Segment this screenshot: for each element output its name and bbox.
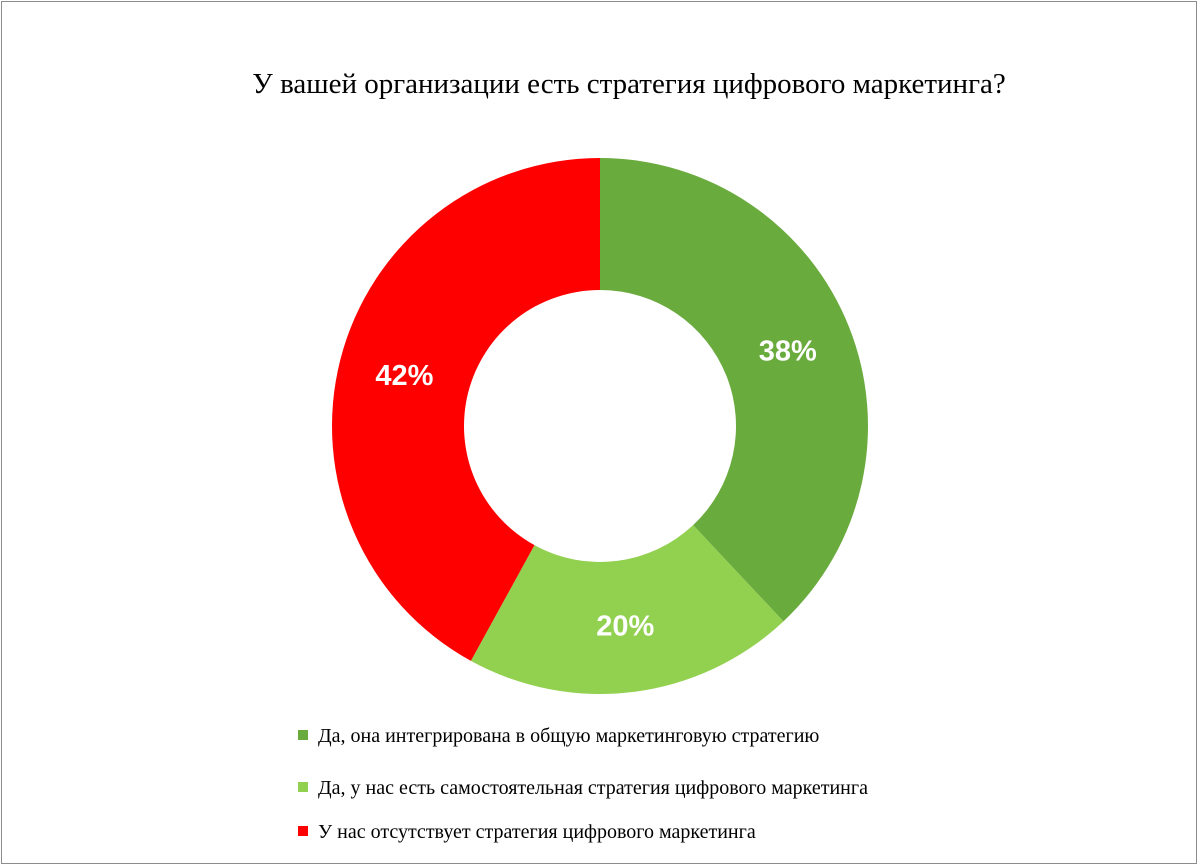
donut-slice-none (331, 158, 600, 661)
chart-title: У вашей организации есть стратегия цифро… (252, 68, 1006, 100)
legend-item-none: У нас отсутствует стратегия цифрового ма… (298, 818, 756, 846)
slice-label-none: 42% (375, 360, 433, 392)
legend-label-none: У нас отсутствует стратегия цифрового ма… (318, 821, 756, 843)
slice-label-standalone: 20% (596, 610, 654, 642)
legend-item-standalone: Да, у нас есть самостоятельная стратегия… (298, 774, 868, 802)
slice-label-integrated: 38% (759, 336, 817, 368)
legend-swatch-standalone (298, 782, 308, 793)
legend-item-integrated: Да, она интегрирована в общую маркетинго… (298, 722, 819, 750)
legend-swatch-integrated (298, 730, 308, 741)
legend-swatch-none (298, 826, 308, 837)
donut-slice-standalone (470, 525, 784, 694)
legend-label-integrated: Да, она интегрирована в общую маркетинго… (318, 725, 820, 747)
donut-slice-integrated (600, 158, 868, 622)
legend-label-standalone: Да, у нас есть самостоятельная стратегия… (318, 777, 868, 799)
